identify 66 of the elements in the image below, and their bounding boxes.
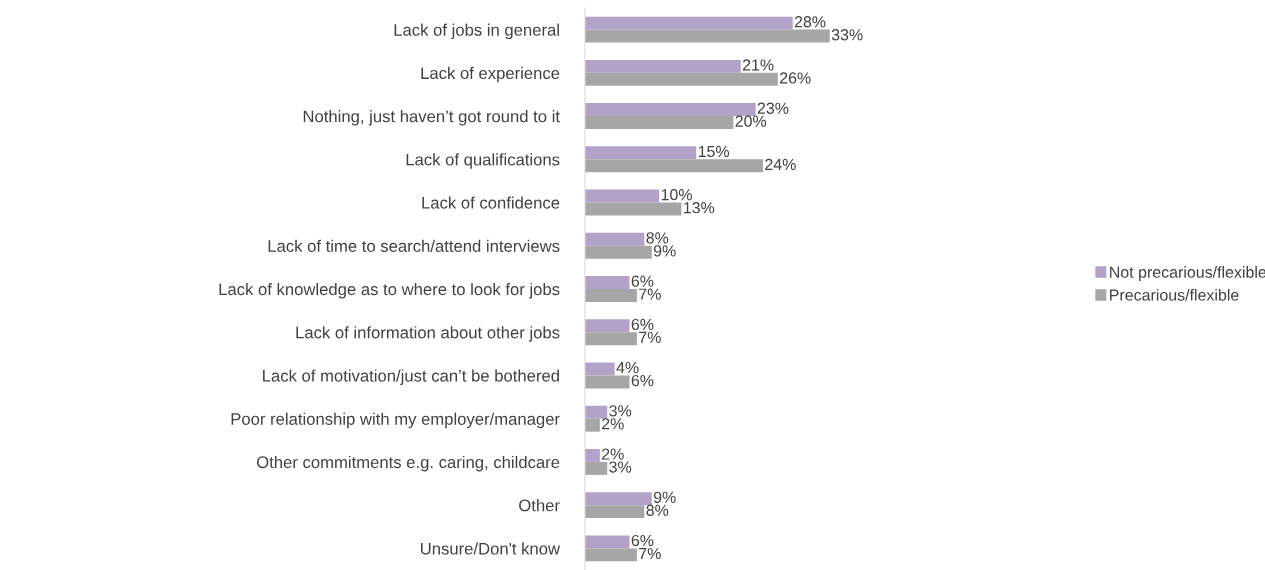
y-tick-label: Other commitments e.g. caring, childcare [256,455,560,472]
data-label: 6% [631,534,654,547]
data-label: 3% [609,405,632,417]
data-label: 20% [735,115,767,127]
bar [585,103,756,117]
bar [585,319,630,333]
bar [585,146,697,160]
data-label: 4% [616,362,639,374]
y-tick-label: Lack of information about other jobs [296,326,560,342]
data-label: 26% [780,72,811,84]
bar [585,159,764,173]
legend-label: Precarious/flexible [1110,288,1239,301]
y-tick-label: Unsure/Don't know [421,542,561,555]
bar [585,59,741,73]
bar [585,505,645,519]
data-label: 6% [631,374,654,387]
data-label: 8% [646,504,669,516]
data-label: 13% [684,202,715,214]
y-tick-label: Lack of confidence [422,196,560,209]
y-tick-label: Poor relationship with my employer/manager [231,412,560,429]
data-label: 8% [646,232,669,244]
bar [585,332,637,346]
data-label: 7% [639,547,661,560]
data-label: 2% [602,418,624,430]
bar [585,189,660,203]
bar [585,362,615,376]
bar [585,375,630,389]
bar [585,548,637,562]
data-label: 28% [794,16,826,28]
data-label: 9% [653,491,676,503]
data-label: 21% [742,59,774,71]
data-label: 7% [639,288,661,300]
bar [585,461,608,475]
y-tick-label: Other [519,499,560,512]
bar [585,202,682,216]
data-label: 10% [661,189,692,201]
y-tick-label: Lack of qualifications [406,153,560,169]
y-tick-label: Lack of motivation/just can’t be bothered [263,369,559,385]
data-label: 7% [639,331,661,343]
y-tick-label: Lack of time to search/attend interviews [268,239,560,252]
data-label: 6% [631,275,654,287]
data-label: 15% [698,145,730,158]
bar [585,289,637,302]
data-label: 24% [765,158,796,171]
y-tick-label: Lack of jobs in general [394,23,559,40]
bar [585,245,652,259]
data-label: 23% [757,102,789,114]
bar [585,232,645,246]
bar [585,72,778,86]
bar [585,492,652,506]
bar [585,29,830,43]
bar [585,418,600,432]
bar [585,276,630,289]
bar [585,16,793,30]
y-tick-label: Lack of experience [421,66,560,83]
data-label: 2% [602,448,624,460]
data-label: 6% [631,318,654,331]
bar [585,405,608,419]
bar [585,535,630,549]
data-label: 3% [609,461,632,473]
y-tick-label: Nothing, just haven’t got round to it [303,110,560,126]
data-label: 33% [831,29,863,41]
bar [585,448,600,462]
data-label: 9% [653,245,676,257]
bar [585,116,734,130]
y-tick-label: Lack of knowledge as to where to look for jobs [219,282,560,299]
